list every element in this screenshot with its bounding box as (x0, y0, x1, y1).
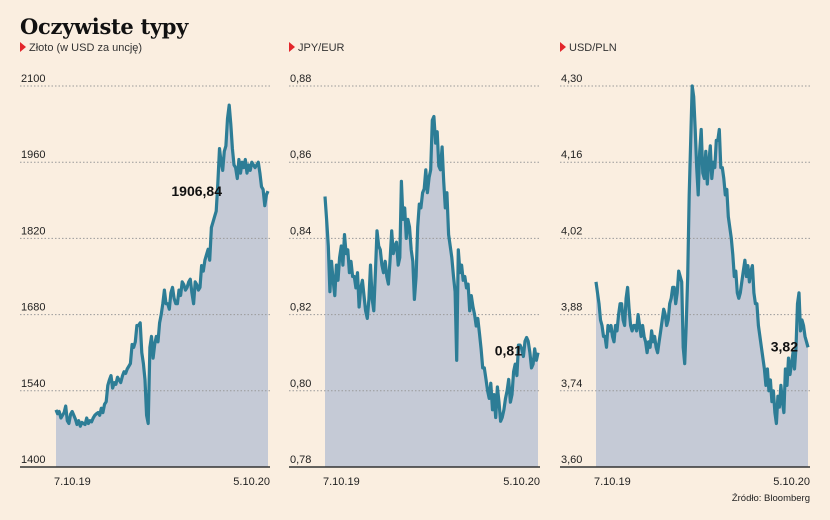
y-tick-label: 4,02 (561, 225, 582, 237)
y-tick-label: 2100 (21, 73, 45, 85)
y-tick-label: 0,84 (290, 225, 311, 237)
y-tick-label: 1540 (21, 378, 45, 390)
source-note: Źródło: Bloomberg (731, 493, 810, 504)
subtitle-marker-icon (560, 42, 566, 52)
y-tick-label: 0,86 (290, 149, 311, 161)
chart-title: Oczywiste typy (20, 14, 189, 39)
series-area (56, 105, 268, 467)
panel-subtitle: USD/PLN (569, 42, 617, 54)
x-start-label: 7.10.19 (594, 476, 631, 488)
y-tick-label: 1400 (21, 454, 45, 466)
last-value-callout: 0,81 (495, 343, 522, 359)
y-tick-label: 3,88 (561, 302, 582, 314)
x-start-label: 7.10.19 (54, 476, 91, 488)
series-area (596, 86, 808, 467)
y-tick-label: 0,88 (290, 73, 311, 85)
y-tick-label: 0,80 (290, 378, 311, 390)
panel-subtitle: JPY/EUR (298, 42, 345, 54)
x-end-label: 5.10.20 (773, 476, 810, 488)
subtitle-marker-icon (20, 42, 26, 52)
panel-jpy-eur: JPY/EUR 0,88 0,86 0,84 0,82 0,80 0,78 7.10.19 5.… (289, 42, 540, 488)
y-tick-label: 0,78 (290, 454, 311, 466)
y-tick-label: 4,16 (561, 149, 582, 161)
panel-subtitle: Złoto (w USD za uncję) (29, 42, 142, 54)
subtitle-marker-icon (289, 42, 295, 52)
panel-gold: Złoto (w USD za uncję) 2100 1960 1820 1680 15… (20, 42, 270, 488)
y-tick-label: 1680 (21, 302, 45, 314)
y-tick-label: 4,30 (561, 73, 582, 85)
x-end-label: 5.10.20 (233, 476, 270, 488)
last-value-callout: 1906,84 (171, 183, 222, 199)
y-tick-label: 1820 (21, 225, 45, 237)
series-line (323, 114, 540, 423)
series-line (54, 103, 270, 428)
y-tick-label: 1960 (21, 149, 45, 161)
last-value-callout: 3,82 (771, 338, 798, 354)
y-tick-label: 3,74 (561, 378, 582, 390)
x-start-label: 7.10.19 (323, 476, 360, 488)
panel-usd-pln: USD/PLN 4,30 4,16 4,02 3,88 3,74 3,60 7.10.19 5.… (560, 42, 810, 488)
x-end-label: 5.10.20 (503, 476, 540, 488)
series-line (594, 84, 810, 426)
y-tick-label: 0,82 (290, 302, 311, 314)
y-tick-label: 3,60 (561, 454, 582, 466)
